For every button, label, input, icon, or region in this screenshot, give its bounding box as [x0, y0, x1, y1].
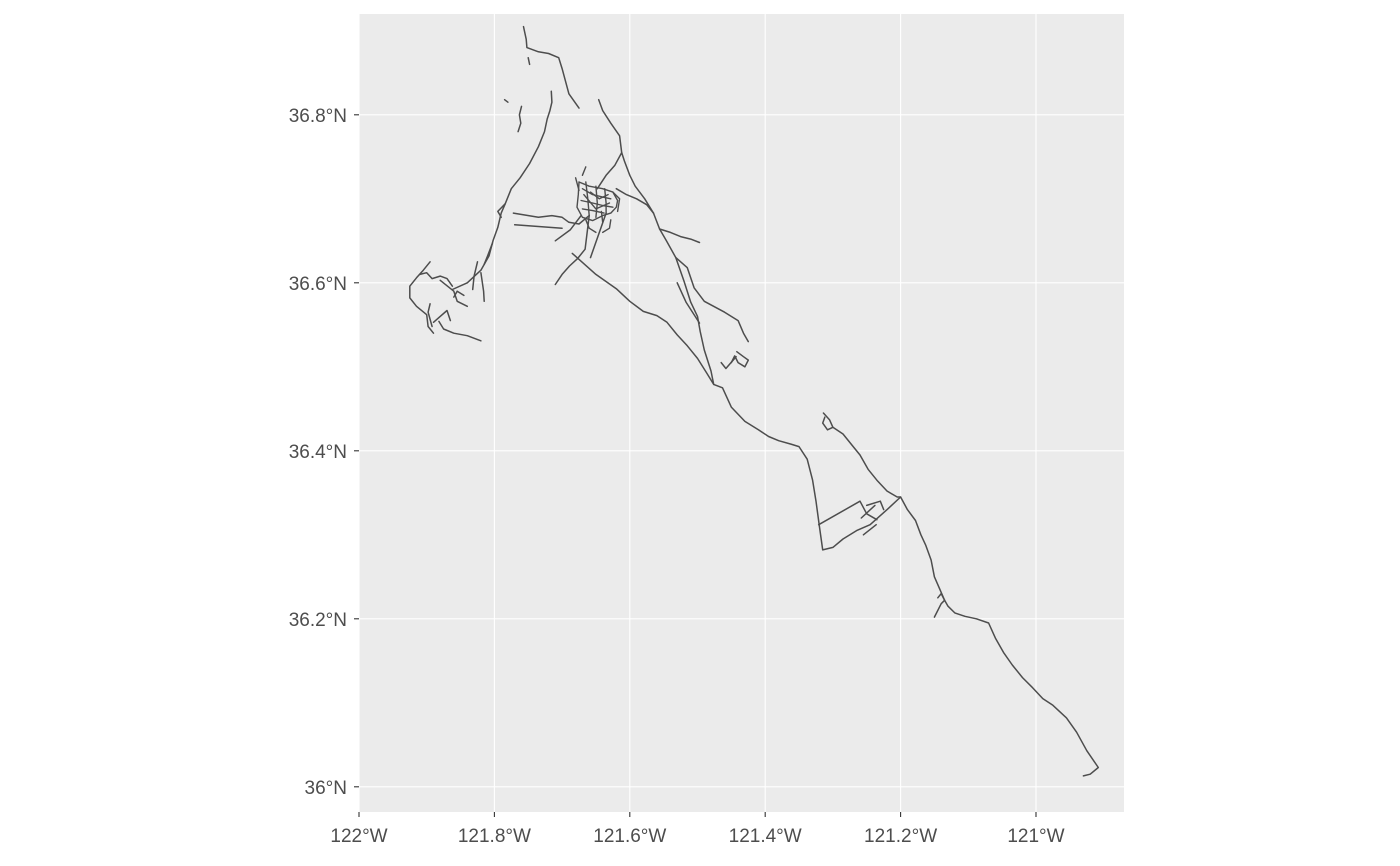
road-line: [527, 56, 531, 66]
x-tick-label: 121.8°W: [458, 826, 531, 847]
road-line: [658, 228, 701, 244]
road-line-urban: [581, 166, 587, 176]
road-line: [615, 187, 655, 214]
road-line-urban: [604, 188, 607, 214]
road-line-urban: [574, 177, 580, 192]
road-line: [438, 320, 482, 342]
road-line: [730, 350, 750, 368]
y-tick-label: 36°N: [305, 778, 347, 799]
x-tick-label: 121.6°W: [593, 826, 666, 847]
road-line: [817, 500, 878, 526]
x-tick-label: 121.4°W: [729, 826, 802, 847]
road-line: [597, 98, 623, 154]
x-tick-label: 122°W: [330, 826, 387, 847]
road-line: [860, 504, 876, 519]
road-line: [432, 309, 452, 324]
road-line-urban: [589, 191, 609, 200]
road-line: [832, 426, 1100, 777]
road-line-urban: [600, 210, 604, 223]
road-line: [937, 592, 946, 602]
y-tick-label: 36.6°N: [289, 274, 347, 295]
road-line: [483, 242, 494, 266]
y-tick-label: 36.8°N: [289, 106, 347, 127]
y-tick-label: 36.2°N: [289, 610, 347, 631]
road-line: [503, 98, 509, 103]
road-line: [453, 290, 465, 298]
road-line-urban: [602, 219, 612, 234]
axes: 122°W 121.8°W 121.6°W 121.4°W 121.2°W 121°W 36…: [289, 106, 1065, 847]
road-line: [497, 203, 506, 219]
road-line-urban: [581, 208, 605, 214]
road-line: [675, 256, 750, 343]
road-line: [933, 599, 946, 618]
road-line: [676, 282, 701, 324]
road-line-urban: [583, 193, 611, 210]
road-line-urban: [612, 191, 621, 213]
road-line: [620, 151, 715, 386]
road-line: [554, 214, 582, 242]
road-line: [862, 523, 877, 536]
road-line: [720, 355, 737, 370]
road-line: [427, 303, 433, 328]
road-line: [471, 261, 479, 291]
road-line-urban: [595, 185, 598, 218]
road-line: [512, 212, 590, 225]
plot-panel: [359, 14, 1124, 812]
x-tick-label: 121°W: [1007, 826, 1064, 847]
road-line: [409, 261, 435, 334]
road-line: [589, 212, 607, 259]
road-line: [821, 412, 834, 431]
road-network: [409, 25, 1100, 777]
road-line: [517, 105, 523, 133]
road-line: [571, 252, 902, 551]
road-line-urban: [576, 181, 619, 222]
x-tick-label: 121.2°W: [864, 826, 937, 847]
road-line: [513, 224, 563, 229]
road-line: [439, 279, 469, 308]
gridlines: [358, 14, 1124, 812]
road-line: [419, 271, 454, 287]
road-line: [596, 151, 623, 190]
road-line: [865, 500, 885, 511]
road-line: [522, 25, 580, 109]
y-tick-label: 36.4°N: [289, 442, 347, 463]
road-line: [554, 214, 590, 286]
road-line-urban: [585, 219, 597, 234]
road-line: [480, 271, 485, 303]
